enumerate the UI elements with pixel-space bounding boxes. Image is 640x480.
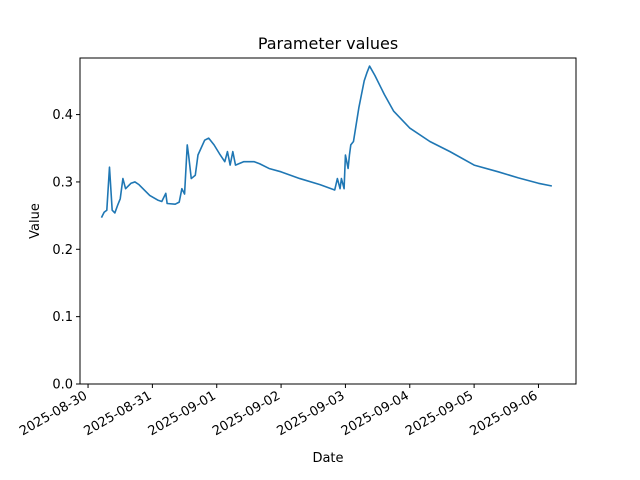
x-tick-label: 2025-09-05 xyxy=(403,388,476,439)
x-tick-label: 2025-08-30 xyxy=(17,388,90,439)
y-tick-label: 0.3 xyxy=(52,175,73,190)
data-line xyxy=(100,65,553,218)
y-axis-label: Value xyxy=(28,203,43,239)
x-tick-label: 2025-09-04 xyxy=(339,388,412,439)
plot-frame xyxy=(79,57,577,385)
x-axis-label: Date xyxy=(312,451,343,466)
y-tick-label: 0.2 xyxy=(52,243,73,258)
chart-title: Parameter values xyxy=(258,34,398,53)
x-tick-label: 2025-09-06 xyxy=(468,388,541,439)
x-tick-label: 2025-09-01 xyxy=(146,388,219,439)
y-tick-label: 0.0 xyxy=(52,378,73,393)
x-tick-label: 2025-08-31 xyxy=(81,388,154,439)
y-tick-label: 0.1 xyxy=(52,310,73,325)
x-tick-label: 2025-09-02 xyxy=(210,388,283,439)
y-tick-label: 0.4 xyxy=(52,108,73,123)
x-tick-label: 2025-09-03 xyxy=(274,388,347,439)
